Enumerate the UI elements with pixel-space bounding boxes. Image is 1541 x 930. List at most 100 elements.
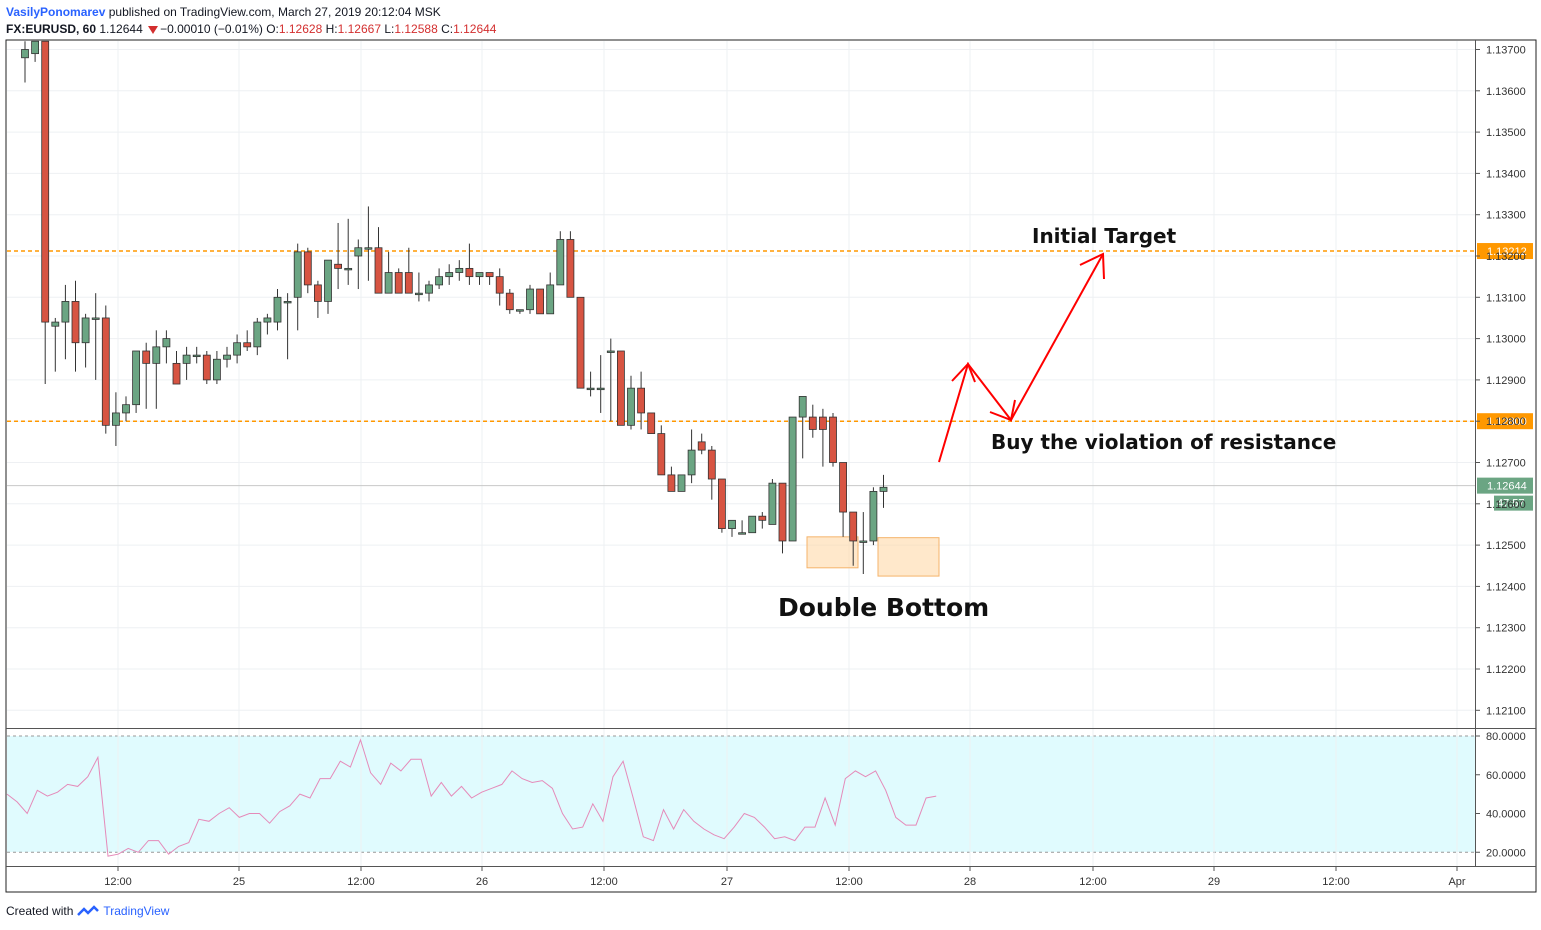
- candle-body: [839, 462, 847, 513]
- candle-body: [687, 449, 696, 476]
- publish-line: VasilyPonomarev published on TradingView…: [6, 4, 1526, 21]
- price-tick-label: 1.13000: [1486, 334, 1526, 346]
- rsi-tick-label: 80.0000: [1486, 731, 1526, 743]
- candle-body: [172, 362, 181, 385]
- candle-body: [162, 338, 171, 348]
- candle: [162, 330, 171, 364]
- candle: [869, 487, 878, 546]
- candle-body: [273, 296, 282, 323]
- candle: [829, 412, 837, 467]
- candle: [182, 346, 191, 380]
- candle: [596, 355, 605, 413]
- low-label: L:: [384, 22, 395, 36]
- last-price-label-bg: [1477, 477, 1533, 494]
- double-bottom-text: Double Bottom: [778, 593, 989, 622]
- candle-body: [667, 474, 676, 492]
- candle: [374, 227, 383, 294]
- author-link[interactable]: VasilyPonomarev: [6, 5, 106, 19]
- candle-body: [808, 416, 817, 430]
- time-tick-label: 29: [1208, 876, 1220, 888]
- candle-body: [606, 350, 615, 353]
- candle: [303, 247, 312, 294]
- chart-canvas[interactable]: 1.13212 1.12800 1.12644 47:57 1.13700 1.1360…: [0, 0, 1541, 900]
- candle-body: [576, 296, 585, 389]
- candle-body: [647, 412, 656, 434]
- candle-body: [546, 284, 555, 315]
- candle: [849, 511, 858, 566]
- candle-body: [324, 259, 332, 302]
- red-arrow-path: [938, 252, 1105, 463]
- double-bottom-boxes: [806, 536, 940, 577]
- close-label: C:: [441, 22, 454, 36]
- candle: [71, 280, 80, 372]
- candle: [819, 408, 827, 467]
- symbol-label: FX:EURUSD, 60: [6, 22, 97, 36]
- price-tick-label: 1.13700: [1486, 45, 1526, 57]
- candle-body: [344, 267, 353, 271]
- time-tick-label: 26: [476, 876, 488, 888]
- candle-body: [829, 416, 837, 463]
- candle-body: [71, 301, 80, 344]
- candle: [657, 425, 666, 476]
- price-tick-label: 1.13300: [1486, 210, 1526, 222]
- candle-body: [768, 482, 777, 525]
- candle: [202, 350, 211, 385]
- candle-body: [586, 387, 595, 391]
- candle-body: [414, 292, 423, 296]
- candle-body: [869, 491, 878, 542]
- created-with-text: Created with: [6, 904, 74, 918]
- time-tick-label: 28: [964, 876, 976, 888]
- candle: [738, 520, 746, 535]
- candle: [617, 350, 625, 426]
- candle: [465, 243, 474, 285]
- candle-body: [728, 519, 736, 529]
- candle-body: [21, 49, 29, 59]
- candle-body: [859, 540, 868, 543]
- candle: [728, 519, 736, 537]
- candle: [576, 296, 585, 389]
- candle-body: [485, 272, 494, 278]
- candle: [283, 293, 292, 360]
- open-value: 1.12628: [278, 22, 323, 36]
- candle-body: [778, 482, 787, 542]
- horizontal-lines: 1.13212 1.12800 1.12644 47:57: [7, 243, 1533, 511]
- rsi-tick-label: 60.0000: [1486, 770, 1526, 782]
- candle: [495, 268, 504, 306]
- candle: [354, 239, 363, 290]
- time-tick-label: 12:00: [347, 876, 375, 888]
- candle-body: [879, 486, 888, 492]
- candle-body: [425, 284, 433, 294]
- candle: [212, 350, 221, 385]
- time-tick-label: 25: [233, 876, 245, 888]
- tradingview-brand[interactable]: TradingView: [103, 904, 170, 918]
- candle-body: [212, 358, 221, 381]
- candle: [879, 474, 888, 508]
- candle-body: [182, 354, 191, 364]
- change-value: −0.00010 (−0.01%): [160, 22, 263, 36]
- candle-body: [41, 40, 50, 323]
- candle: [677, 474, 686, 492]
- candle: [556, 231, 565, 286]
- published-text: published on TradingView.com, March 27, …: [108, 5, 441, 19]
- candle: [667, 466, 676, 492]
- candle-body: [202, 354, 211, 381]
- candle: [808, 404, 817, 438]
- candle-body: [354, 247, 363, 257]
- candle-body: [283, 301, 292, 304]
- candle-body: [495, 276, 504, 294]
- candle: [425, 280, 433, 302]
- candle: [313, 280, 322, 318]
- candle-body: [192, 354, 201, 358]
- candle: [172, 350, 181, 385]
- high-label: H:: [325, 22, 338, 36]
- candle-body: [384, 272, 393, 294]
- chart-frame: [5, 39, 1537, 893]
- candle: [384, 251, 393, 294]
- candle-body: [334, 263, 343, 269]
- candle: [445, 264, 454, 285]
- time-tick-label: 12:00: [1079, 876, 1107, 888]
- candle-body: [243, 342, 252, 348]
- candle-body: [31, 40, 40, 55]
- candle: [152, 330, 161, 409]
- candle: [334, 222, 343, 290]
